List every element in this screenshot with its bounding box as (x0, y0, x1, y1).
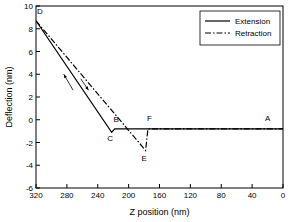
x-tick-label: 240 (91, 191, 105, 200)
y-tick-label: 10 (24, 2, 33, 11)
y-tick (36, 28, 40, 29)
x-tick (252, 184, 253, 188)
y-tick (36, 119, 40, 120)
x-tick-label: 280 (60, 191, 74, 200)
legend-label: Retraction (235, 29, 271, 38)
annotation: E (141, 154, 146, 163)
arrow-head (64, 74, 67, 78)
legend-swatch (205, 32, 230, 33)
legend-label: Extension (235, 17, 270, 26)
chart: 32028024020016012080400-6-4-20246810Z po… (0, 0, 289, 222)
annotation: C (107, 134, 113, 143)
y-tick-label: -4 (26, 161, 34, 170)
x-tick (283, 184, 284, 188)
legend-box (200, 11, 280, 45)
annotation: B (114, 115, 119, 124)
x-tick (97, 184, 98, 188)
x-tick-label: 200 (122, 191, 136, 200)
y-tick-label: 6 (29, 48, 34, 57)
arrow (64, 74, 73, 90)
annotation: A (265, 114, 271, 123)
x-tick (36, 184, 37, 188)
x-tick-label: 0 (281, 191, 286, 200)
series-line (36, 21, 283, 132)
x-tick (159, 184, 160, 188)
annotation: D (37, 7, 43, 16)
x-tick-label: 80 (217, 191, 226, 200)
plot-frame (36, 6, 283, 188)
x-tick-label: 160 (153, 191, 167, 200)
x-tick-label: 120 (184, 191, 198, 200)
arrow-head (85, 86, 88, 90)
arrow (81, 79, 89, 90)
legend-swatch (205, 20, 230, 21)
y-tick (36, 142, 40, 143)
x-tick (128, 184, 129, 188)
annotation: F (147, 114, 152, 123)
y-tick-label: 4 (29, 70, 34, 79)
y-tick (36, 97, 40, 98)
x-tick (221, 184, 222, 188)
x-tick (190, 184, 191, 188)
y-tick (36, 74, 40, 75)
y-tick-label: -6 (26, 184, 34, 193)
y-tick (36, 165, 40, 166)
y-axis-label: Deflection (nm) (4, 66, 14, 127)
x-tick (66, 184, 67, 188)
y-tick-label: -2 (26, 139, 34, 148)
y-tick (36, 51, 40, 52)
x-tick-label: 40 (248, 191, 257, 200)
y-tick-label: 0 (29, 116, 34, 125)
y-tick (36, 188, 40, 189)
y-tick-label: 8 (29, 25, 34, 34)
x-axis-label: Z position (nm) (129, 207, 189, 217)
y-tick-label: 2 (29, 93, 34, 102)
